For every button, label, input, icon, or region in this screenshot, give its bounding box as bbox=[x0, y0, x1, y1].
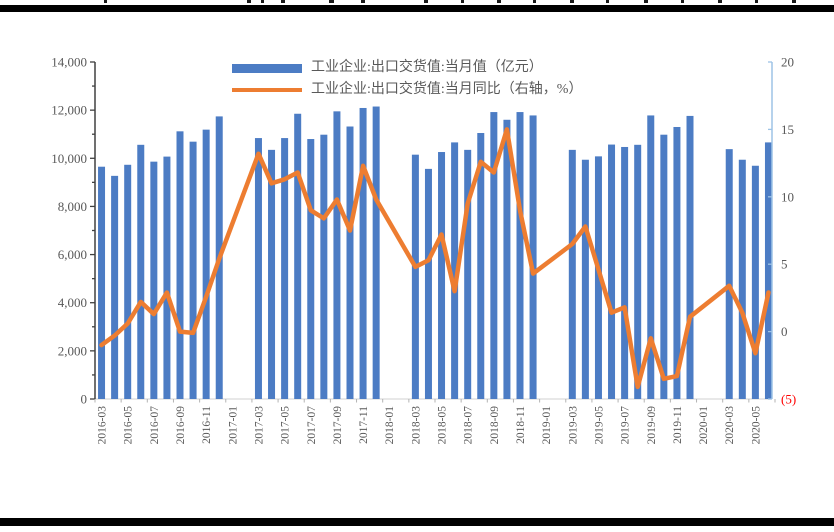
right-axis-label: 20 bbox=[781, 55, 794, 70]
x-axis-label: 2016-07 bbox=[149, 406, 161, 445]
x-axis-label: 2018-11 bbox=[515, 406, 527, 444]
bar bbox=[359, 107, 367, 399]
x-axis-label: 2019-07 bbox=[620, 406, 632, 445]
left-axis-label: 14,000 bbox=[51, 55, 87, 70]
x-axis-label: 2017-03 bbox=[253, 406, 265, 445]
bar bbox=[764, 142, 772, 400]
right-axis-label: 5 bbox=[781, 257, 788, 272]
bar bbox=[660, 134, 668, 399]
bar bbox=[490, 112, 498, 399]
bar bbox=[516, 112, 524, 399]
legend-bar-swatch bbox=[232, 63, 302, 73]
x-axis-label: 2019-01 bbox=[541, 406, 553, 445]
bar bbox=[621, 146, 629, 399]
left-axis-label: 0 bbox=[81, 392, 88, 407]
bar bbox=[686, 115, 694, 400]
chart-legend: 工业企业:出口交货值:当月值（亿元） 工业企业:出口交货值:当月同比（右轴，%） bbox=[232, 57, 582, 101]
bar bbox=[503, 119, 511, 400]
legend-line-label: 工业企业:出口交货值:当月同比（右轴，%） bbox=[311, 82, 583, 97]
bar bbox=[568, 149, 576, 399]
x-axis-label: 2016-11 bbox=[201, 406, 213, 444]
left-axis-label: 6,000 bbox=[58, 247, 87, 262]
bar bbox=[202, 129, 210, 399]
bar bbox=[438, 152, 446, 399]
bar bbox=[581, 159, 589, 399]
x-axis-label: 2020-03 bbox=[724, 406, 736, 445]
bar bbox=[294, 113, 302, 399]
left-axis-label: 8,000 bbox=[58, 199, 87, 214]
bar bbox=[608, 144, 616, 399]
bar bbox=[451, 142, 459, 400]
bar bbox=[163, 156, 171, 399]
x-axis-label: 2018-09 bbox=[489, 406, 501, 445]
legend-item-line: 工业企业:出口交货值:当月同比（右轴，%） bbox=[232, 79, 582, 101]
bar bbox=[137, 144, 145, 399]
top-divider-rule bbox=[0, 5, 834, 12]
bar bbox=[424, 168, 432, 399]
x-axis-label: 2017-01 bbox=[227, 406, 239, 445]
bottom-divider-rule bbox=[0, 518, 834, 526]
bar bbox=[189, 141, 197, 399]
bar bbox=[594, 156, 602, 399]
right-axis-label: 15 bbox=[781, 122, 794, 137]
bar bbox=[281, 138, 289, 399]
bar bbox=[673, 126, 681, 399]
right-axis-label: 10 bbox=[781, 189, 794, 204]
left-axis-label: 2,000 bbox=[58, 343, 87, 358]
bar bbox=[464, 149, 472, 399]
bar bbox=[372, 106, 380, 400]
bar bbox=[346, 126, 354, 400]
legend-line-swatch bbox=[232, 88, 302, 92]
bar bbox=[529, 115, 537, 399]
right-axis-label: 0 bbox=[781, 324, 788, 339]
bar bbox=[738, 159, 746, 399]
x-axis-label: 2016-05 bbox=[123, 406, 135, 445]
x-axis-label: 2019-03 bbox=[567, 406, 579, 445]
right-axis-label: (5) bbox=[781, 392, 796, 407]
legend-item-bar: 工业企业:出口交货值:当月值（亿元） bbox=[232, 57, 582, 79]
x-axis-label: 2019-09 bbox=[646, 406, 658, 445]
left-axis-label: 10,000 bbox=[51, 151, 87, 166]
bar bbox=[307, 139, 315, 399]
x-axis-label: 2020-05 bbox=[750, 406, 762, 445]
legend-bar-label: 工业企业:出口交货值:当月值（亿元） bbox=[311, 60, 543, 75]
x-axis-label: 2017-05 bbox=[280, 406, 292, 445]
bar bbox=[411, 154, 419, 399]
left-axis-label: 12,000 bbox=[51, 103, 87, 118]
x-axis-label: 2016-03 bbox=[97, 406, 109, 445]
x-axis-label: 2019-05 bbox=[593, 406, 605, 445]
left-axis-label: 4,000 bbox=[58, 295, 87, 310]
yoy-line bbox=[99, 127, 771, 390]
x-axis-label: 2016-09 bbox=[175, 406, 187, 445]
bar bbox=[725, 149, 733, 399]
x-axis-label: 2018-07 bbox=[463, 406, 475, 445]
bar bbox=[176, 131, 184, 399]
bar bbox=[751, 165, 759, 399]
x-axis-label: 2017-07 bbox=[306, 406, 318, 445]
x-axis-label: 2018-03 bbox=[410, 406, 422, 445]
bar bbox=[647, 115, 655, 399]
x-axis-label: 2020-01 bbox=[698, 406, 710, 445]
bar bbox=[268, 149, 276, 399]
bar bbox=[254, 138, 262, 399]
bar bbox=[634, 144, 642, 399]
bar bbox=[477, 133, 485, 399]
x-axis-label: 2018-05 bbox=[437, 406, 449, 445]
bar bbox=[111, 175, 119, 399]
bar bbox=[98, 166, 106, 399]
x-axis-label: 2017-11 bbox=[358, 406, 370, 444]
bar bbox=[124, 164, 132, 399]
x-axis-label: 2019-11 bbox=[672, 406, 684, 444]
x-axis-label: 2017-09 bbox=[332, 406, 344, 445]
bar bbox=[150, 161, 158, 399]
bar bbox=[333, 111, 341, 399]
x-axis-label: 2018-01 bbox=[384, 406, 396, 445]
bar bbox=[320, 134, 328, 399]
